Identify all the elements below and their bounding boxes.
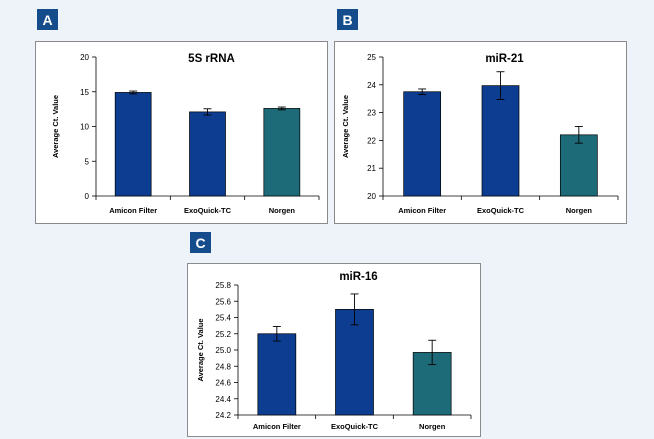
bar xyxy=(114,92,152,197)
y-axis-label: Average Ct. Value xyxy=(196,318,205,381)
y-tick-label: 10 xyxy=(80,123,89,132)
panel-letter-a: A xyxy=(37,9,58,30)
x-category-label: ExoQuick-TC xyxy=(331,422,379,431)
panel-letter-c: C xyxy=(190,232,211,253)
chart-title: miR-21 xyxy=(485,53,524,65)
x-category-label: ExoQuick-TC xyxy=(184,206,232,215)
chart-panel-a: 5S rRNA Average Ct. Value 0 5 10 15 20 Amicon F… xyxy=(35,41,328,224)
x-category-label: Norgen xyxy=(269,206,296,215)
bar xyxy=(257,333,297,416)
bar xyxy=(559,134,598,197)
y-tick-label: 25.4 xyxy=(215,314,231,323)
y-tick-label: 25.2 xyxy=(215,330,231,339)
chart-svg-c: miR-16 Average Ct. Value 24.2 24.4 24.6 24.8 2… xyxy=(196,271,472,431)
bar xyxy=(481,85,520,197)
y-tick-label: 20 xyxy=(367,192,376,201)
chart-title: 5S rRNA xyxy=(188,53,235,65)
y-tick-label: 22 xyxy=(367,136,376,145)
x-category-label: Amicon Filter xyxy=(253,422,301,431)
y-tick-label: 25.8 xyxy=(215,281,231,290)
y-tick-label: 5 xyxy=(85,157,90,166)
x-category-label: ExoQuick-TC xyxy=(477,206,525,215)
y-axis-label: Average Ct. Value xyxy=(341,95,350,158)
y-axis-label: Average Ct. Value xyxy=(51,95,60,158)
y-tick-label: 0 xyxy=(85,192,90,201)
y-tick-label: 25.0 xyxy=(215,346,231,355)
y-tick-label: 24.6 xyxy=(215,379,231,388)
bar xyxy=(403,91,442,197)
y-tick-label: 25 xyxy=(367,53,376,62)
x-category-label: Norgen xyxy=(419,422,446,431)
bar xyxy=(263,108,301,197)
chart-svg-b: miR-21 Average Ct. Value 20 21 22 23 24 25 Amico… xyxy=(341,53,619,215)
chart-svg-a: 5S rRNA Average Ct. Value 0 5 10 15 20 Amicon F… xyxy=(51,53,320,215)
panel-letter-b: B xyxy=(337,9,358,30)
y-tick-label: 24.2 xyxy=(215,411,231,420)
y-tick-label: 23 xyxy=(367,109,376,118)
y-tick-label: 24.4 xyxy=(215,395,231,404)
bar xyxy=(335,309,374,416)
chart-panel-c: miR-16 Average Ct. Value 24.2 24.4 24.6 24.8 2… xyxy=(187,263,481,437)
y-tick-label: 21 xyxy=(367,164,376,173)
x-category-label: Amicon Filter xyxy=(109,206,157,215)
chart-title: miR-16 xyxy=(339,271,377,283)
bar xyxy=(189,111,226,197)
y-tick-label: 15 xyxy=(80,88,89,97)
chart-panel-b: miR-21 Average Ct. Value 20 21 22 23 24 25 Amico… xyxy=(334,41,627,224)
y-tick-label: 25.6 xyxy=(215,297,231,306)
x-category-label: Norgen xyxy=(566,206,593,215)
y-tick-label: 24.8 xyxy=(215,362,231,371)
x-category-label: Amicon Filter xyxy=(398,206,446,215)
y-tick-label: 24 xyxy=(367,81,376,90)
y-tick-label: 20 xyxy=(80,53,89,62)
